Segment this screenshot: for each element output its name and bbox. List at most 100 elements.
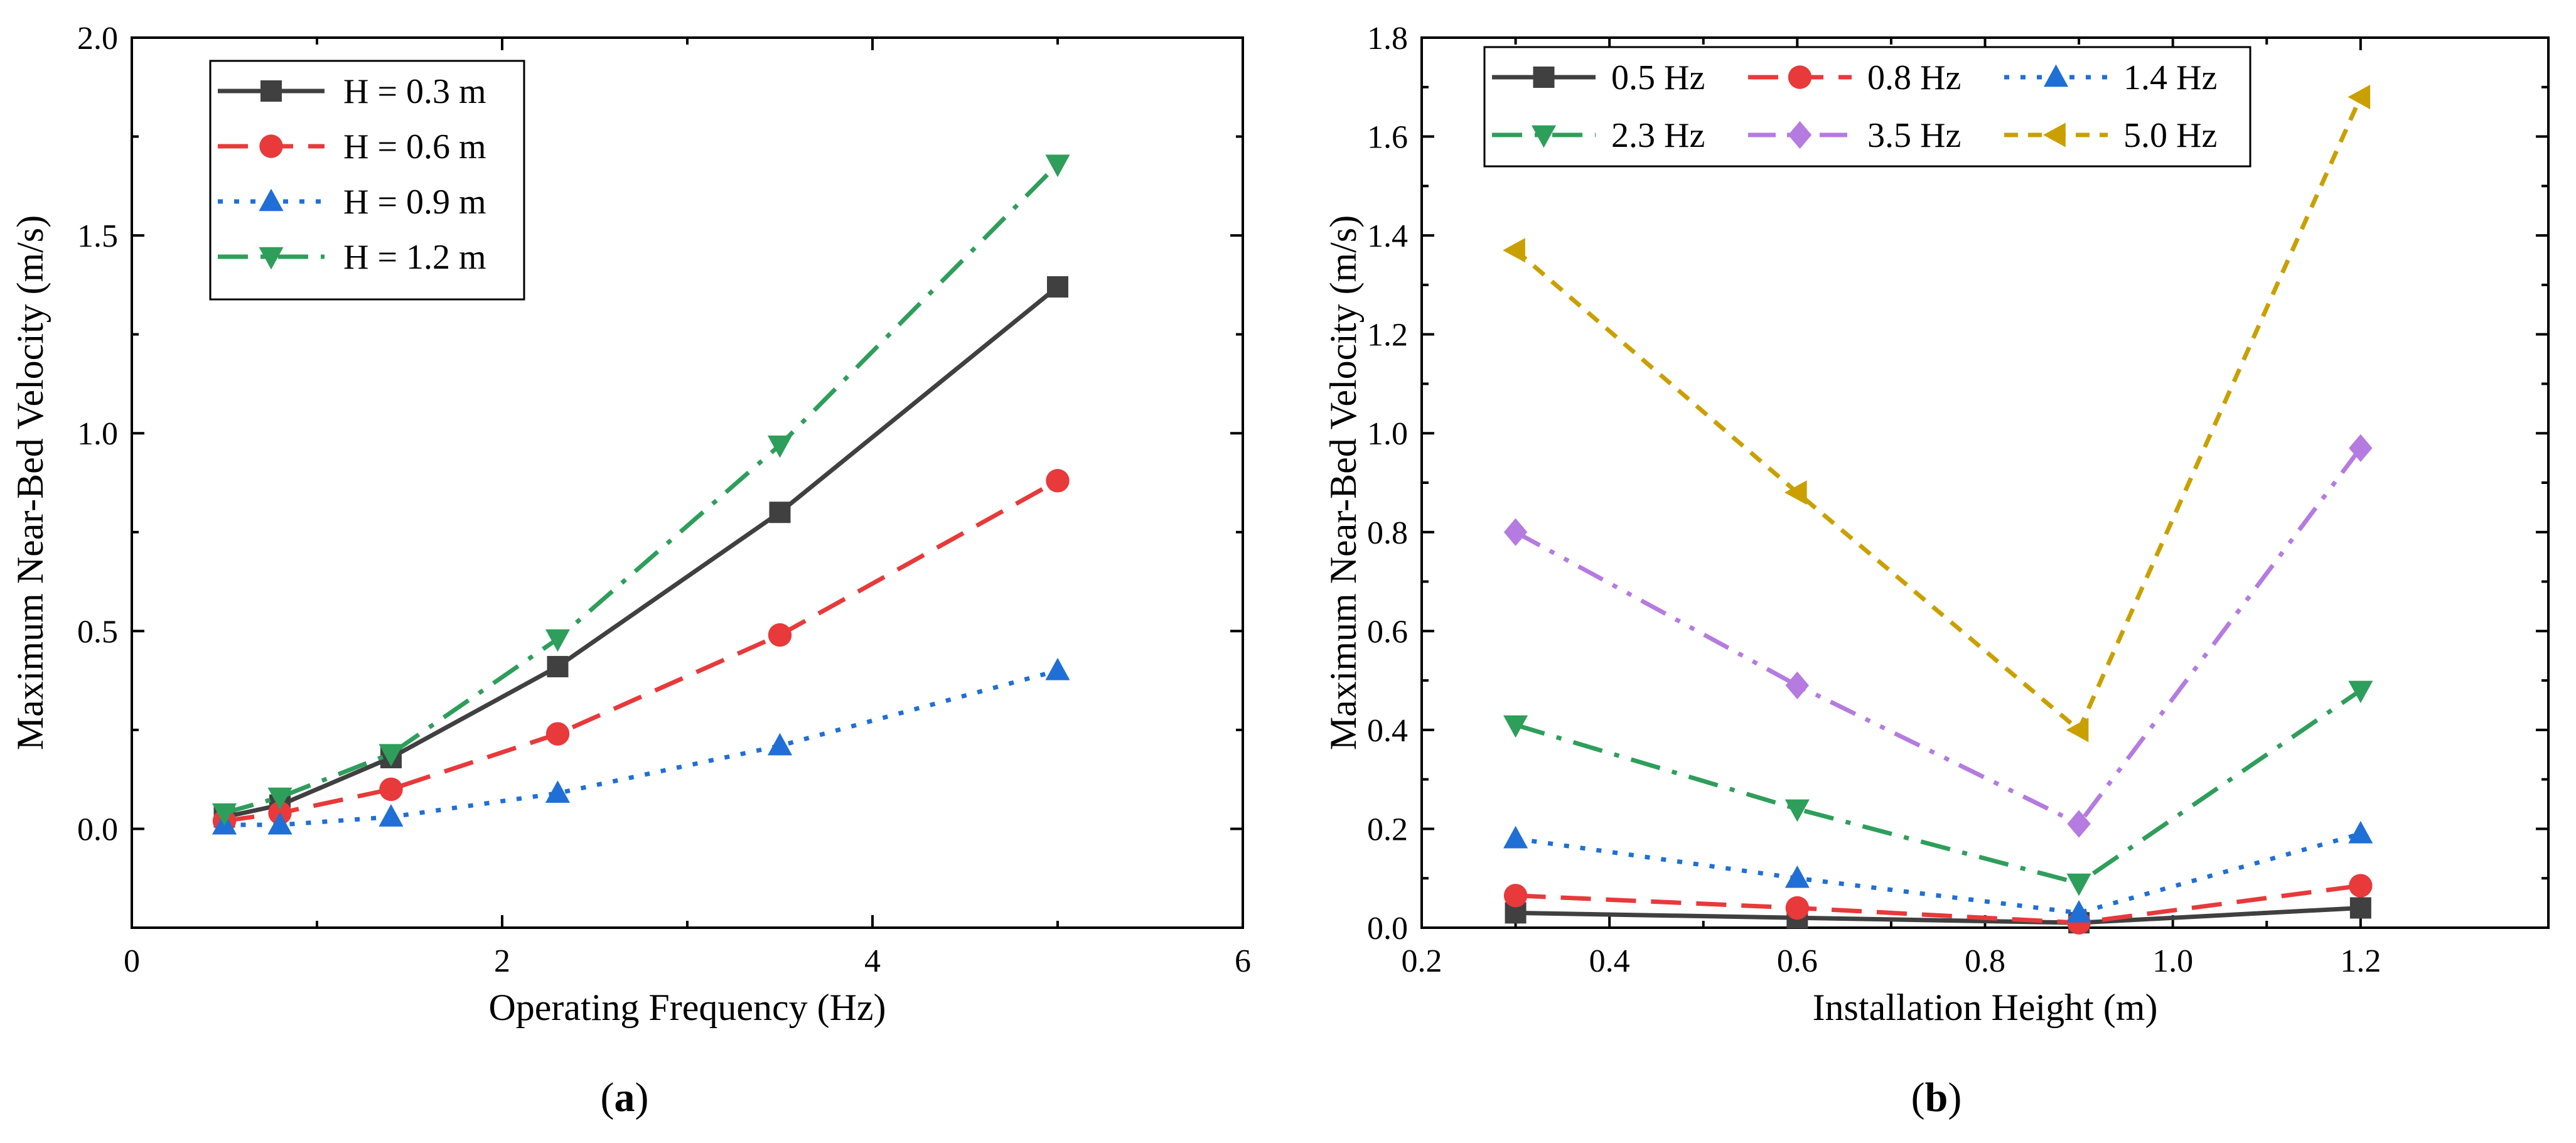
series-line (1515, 905, 2361, 925)
data-point (1785, 671, 1810, 700)
legend-label: 3.5 Hz (1867, 116, 1961, 155)
data-point (545, 629, 571, 652)
legend-label: 0.5 Hz (1611, 58, 1705, 97)
legend-label: H = 0.3 m (343, 72, 486, 111)
legend-marker (259, 188, 284, 212)
caption-open-paren: ( (1911, 1075, 1925, 1120)
legend-marker (259, 134, 283, 158)
data-point (545, 780, 571, 803)
series-line (223, 163, 1060, 815)
x-tick-label: 0 (124, 943, 140, 979)
legend: H = 0.3 m H = 0.6 m H = 0.9 m H = 1.2 m (209, 60, 525, 301)
data-point (1503, 518, 1528, 546)
y-tick-label: 0.8 (1367, 515, 1408, 551)
data-point (1046, 469, 1070, 493)
data-point (1503, 238, 1525, 263)
legend-marker (1788, 65, 1812, 89)
legend-label: H = 0.6 m (343, 127, 486, 166)
data-point (1047, 276, 1068, 298)
series-2-3-hz (1503, 680, 2373, 896)
series-line (1515, 831, 2361, 915)
legend-marker (1533, 67, 1555, 88)
data-point (2066, 899, 2091, 923)
data-point (267, 787, 292, 810)
data-point (767, 435, 793, 458)
panel-caption: (b) (1911, 1075, 1962, 1120)
x-tick-label: 0.6 (1777, 943, 1818, 979)
y-tick-label: 0.2 (1367, 812, 1408, 847)
series-h-0-3-m (213, 276, 1068, 828)
y-tick-label: 1.8 (1367, 21, 1408, 56)
data-point (767, 732, 793, 756)
x-tick-label: 6 (1235, 943, 1251, 979)
data-point (768, 623, 792, 647)
data-point (1503, 884, 1528, 908)
y-tick-label: 0.0 (1367, 911, 1408, 947)
series-line (1514, 446, 2363, 827)
data-point (547, 656, 569, 678)
y-tick-label: 1.0 (77, 416, 118, 452)
series-line (1514, 96, 2363, 732)
data-point (2349, 897, 2371, 919)
legend-label: 2.3 Hz (1611, 116, 1705, 155)
legend-label: 5.0 Hz (2123, 116, 2217, 155)
y-tick-label: 1.5 (77, 218, 118, 254)
x-tick-label: 0.4 (1589, 943, 1630, 979)
legend-label: 1.4 Hz (2123, 58, 2217, 97)
data-point (2067, 810, 2091, 838)
series-h-1-2-m (212, 154, 1070, 826)
caption-letter: b (1925, 1075, 1948, 1120)
data-point (1785, 896, 1810, 920)
legend-marker (1531, 125, 1557, 148)
x-axis-label: Operating Frequency (Hz) (488, 987, 886, 1028)
legend-marker (259, 247, 284, 270)
chart-panel-b: 0.2 0.4 0.6 0.8 1.0 1.20.00.20.40.60.81.01.21… (1323, 21, 2550, 1120)
data-point (1045, 154, 1070, 178)
y-tick-label: 1.4 (1367, 218, 1408, 254)
legend-label: H = 1.2 m (343, 238, 486, 277)
series-line (224, 668, 1058, 827)
data-point (1503, 715, 1528, 738)
panel-caption: (a) (601, 1075, 649, 1120)
data-point (378, 744, 404, 767)
legend: 0.5 Hz 0.8 Hz 1.4 Hz 2.3 Hz 3.5 Hz 5.0 Hz (1483, 46, 2251, 168)
chart-panel-a: 0 2 4 6 0.0 0.5 1.0 1.5 2.0 Operating Frequency (… (9, 21, 1251, 1120)
x-tick-label: 0.8 (1965, 943, 2005, 979)
data-point (545, 722, 570, 746)
y-tick-label: 0.6 (1367, 614, 1408, 650)
data-point (2066, 717, 2089, 743)
y-tick-label: 0.5 (77, 614, 118, 650)
data-point (2349, 434, 2373, 462)
legend-marker (2043, 64, 2069, 87)
data-point (2066, 873, 2091, 896)
caption-close-paren: ) (1948, 1075, 1962, 1120)
data-point (1784, 480, 1807, 505)
y-tick-label: 2.0 (77, 21, 118, 56)
x-tick-label: 1.2 (2340, 943, 2381, 979)
data-point (267, 812, 292, 835)
y-tick-label: 1.2 (1367, 318, 1408, 353)
caption-open-paren: ( (601, 1075, 614, 1120)
series-5-0-hz (1503, 84, 2371, 743)
x-tick-label: 4 (864, 943, 881, 979)
y-tick-label: 1.0 (1367, 416, 1408, 452)
series-1-4-hz (1503, 820, 2373, 923)
y-tick-label: 0.0 (77, 812, 118, 847)
y-tick-label: 1.6 (1367, 120, 1408, 156)
y-tick-label: 0.4 (1367, 713, 1408, 749)
series-line (1515, 883, 2361, 925)
data-point (378, 804, 404, 827)
data-point (379, 777, 403, 802)
data-point (769, 502, 791, 523)
series-0-8-hz (1503, 874, 2373, 935)
series-3-5-hz (1503, 434, 2373, 838)
legend-marker (260, 80, 282, 102)
series-line (1515, 688, 2362, 886)
legend-label: H = 0.9 m (343, 183, 486, 222)
legend-marker (2043, 122, 2066, 148)
x-axis-label: Installation Height (m) (1813, 987, 2158, 1028)
data-point (1045, 657, 1070, 680)
data-point (2349, 874, 2373, 898)
series-h-0-9-m (212, 657, 1070, 835)
